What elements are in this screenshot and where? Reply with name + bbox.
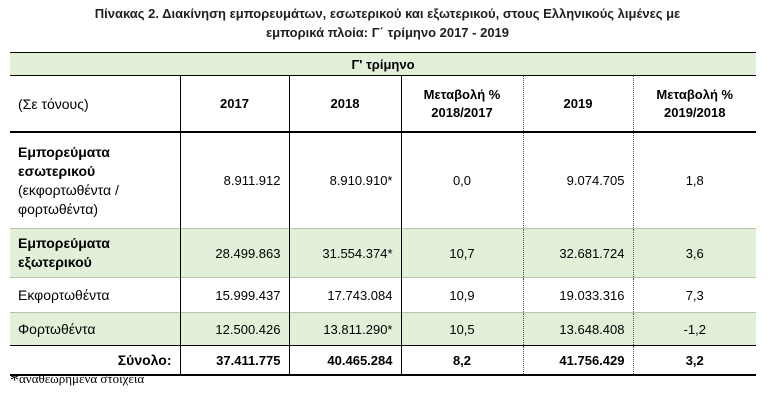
cell-change-2018-2017: 10,9 — [401, 277, 524, 313]
row-label-note: (εκφορτωθέντα / — [18, 181, 119, 198]
footnote: *αναθεωρημένα στοιχεία — [10, 370, 144, 391]
cell-2018: 8.910.910* — [289, 132, 402, 229]
row-label-note: φορτωθέντα) — [18, 200, 99, 217]
cell-change-2019-2018: 1,8 — [685, 173, 704, 188]
row-label-line: Εμπορεύματα — [18, 143, 110, 160]
cell-2019: 19.033.316 — [523, 277, 634, 313]
footnote-marker: * — [10, 370, 19, 390]
total-label: Σύνολο: — [10, 345, 181, 376]
freight-table: Γ' τρίμηνο (Σε τόνους) 2017 2018 Μεταβολ… — [10, 52, 756, 376]
row-label: Εμπορεύματα εξωτερικού — [10, 228, 181, 278]
table-row-total: Σύνολο: 37.411.775 40.465.284 8,2 41.756… — [10, 345, 756, 376]
title-line-1: Πίνακας 2. Διακίνηση εμπορευμάτων, εσωτε… — [94, 6, 681, 21]
cell-2019: 32.681.724 — [523, 228, 634, 278]
column-header-row: (Σε τόνους) 2017 2018 Μεταβολή % 2018/20… — [10, 75, 756, 133]
footnote-text: αναθεωρημένα στοιχεία — [19, 371, 145, 386]
total-change-2018-2017: 8,2 — [401, 345, 524, 376]
col-header-2017: 2017 — [180, 75, 290, 133]
total-2017: 37.411.775 — [180, 345, 290, 376]
col-header-2019: 2019 — [523, 75, 634, 133]
row-label: Εκφορτωθέντα — [10, 277, 181, 313]
table-row-foreign: Εμπορεύματα εξωτερικού 28.499.863 31.554… — [10, 228, 756, 278]
change-period: 2018/2017 — [431, 104, 493, 120]
table-row-domestic: Εμπορεύματα εσωτερικού (εκφορτωθέντα / φ… — [10, 132, 756, 229]
row-label-line: εσωτερικού — [18, 162, 96, 179]
cell-change-2019-2018: 3,6 — [633, 228, 756, 278]
cell-change-2018-2017: 0,0 — [401, 132, 524, 229]
cell-2019: 13.648.408 — [523, 312, 634, 346]
cell-2017: 8.911.912 — [180, 132, 290, 229]
cell-2017: 28.499.863 — [180, 228, 290, 278]
cell-2018: 31.554.374* — [289, 228, 402, 278]
cell-change-2019-2018: 7,3 — [633, 277, 756, 313]
total-2019: 41.756.429 — [523, 345, 634, 376]
table-row-unloaded: Εκφορτωθέντα 15.999.437 17.743.084 10,9 … — [10, 277, 756, 313]
cell-2017: 12.500.426 — [180, 312, 290, 346]
table-row-loaded: Φορτωθέντα 12.500.426 13.811.290* 10,5 1… — [10, 312, 756, 346]
col-header-2018: 2018 — [289, 75, 402, 133]
cell-2018: 17.743.084 — [289, 277, 402, 313]
group-header-row: Γ' τρίμηνο — [10, 52, 756, 76]
title-line-2: εμπορικά πλοία: Γ΄ τρίμηνο 2017 - 2019 — [265, 25, 510, 40]
unit-label: (Σε τόνους) — [10, 75, 181, 133]
cell-2018: 13.811.290* — [289, 312, 402, 346]
cell-change-2019-2018: -1,2 — [633, 312, 756, 346]
col-header-change-2018-2017: Μεταβολή % 2018/2017 — [401, 75, 524, 133]
col-header-change-2019-2018: Μεταβολή % 2019/2018 — [633, 75, 756, 133]
cell-2019: 9.074.705 — [523, 132, 634, 229]
change-period: 2019/2018 — [664, 104, 726, 120]
row-label-line: Εμπορεύματα — [18, 235, 110, 251]
total-change-2019-2018: 3,2 — [633, 345, 756, 376]
total-2018: 40.465.284 — [289, 345, 402, 376]
row-label: Εμπορεύματα εσωτερικού (εκφορτωθέντα / φ… — [10, 132, 181, 229]
group-header: Γ' τρίμηνο — [10, 52, 756, 76]
row-label: Φορτωθέντα — [10, 312, 181, 346]
row-label-line: εξωτερικού — [18, 254, 92, 270]
table-title: Πίνακας 2. Διακίνηση εμπορευμάτων, εσωτε… — [0, 4, 775, 42]
cell-2017: 15.999.437 — [180, 277, 290, 313]
change-label: Μεταβολή % — [423, 86, 501, 102]
change-label: Μεταβολή % — [656, 86, 734, 102]
cell-change-2018-2017: 10,7 — [401, 228, 524, 278]
cell-change-2018-2017: 10,5 — [401, 312, 524, 346]
